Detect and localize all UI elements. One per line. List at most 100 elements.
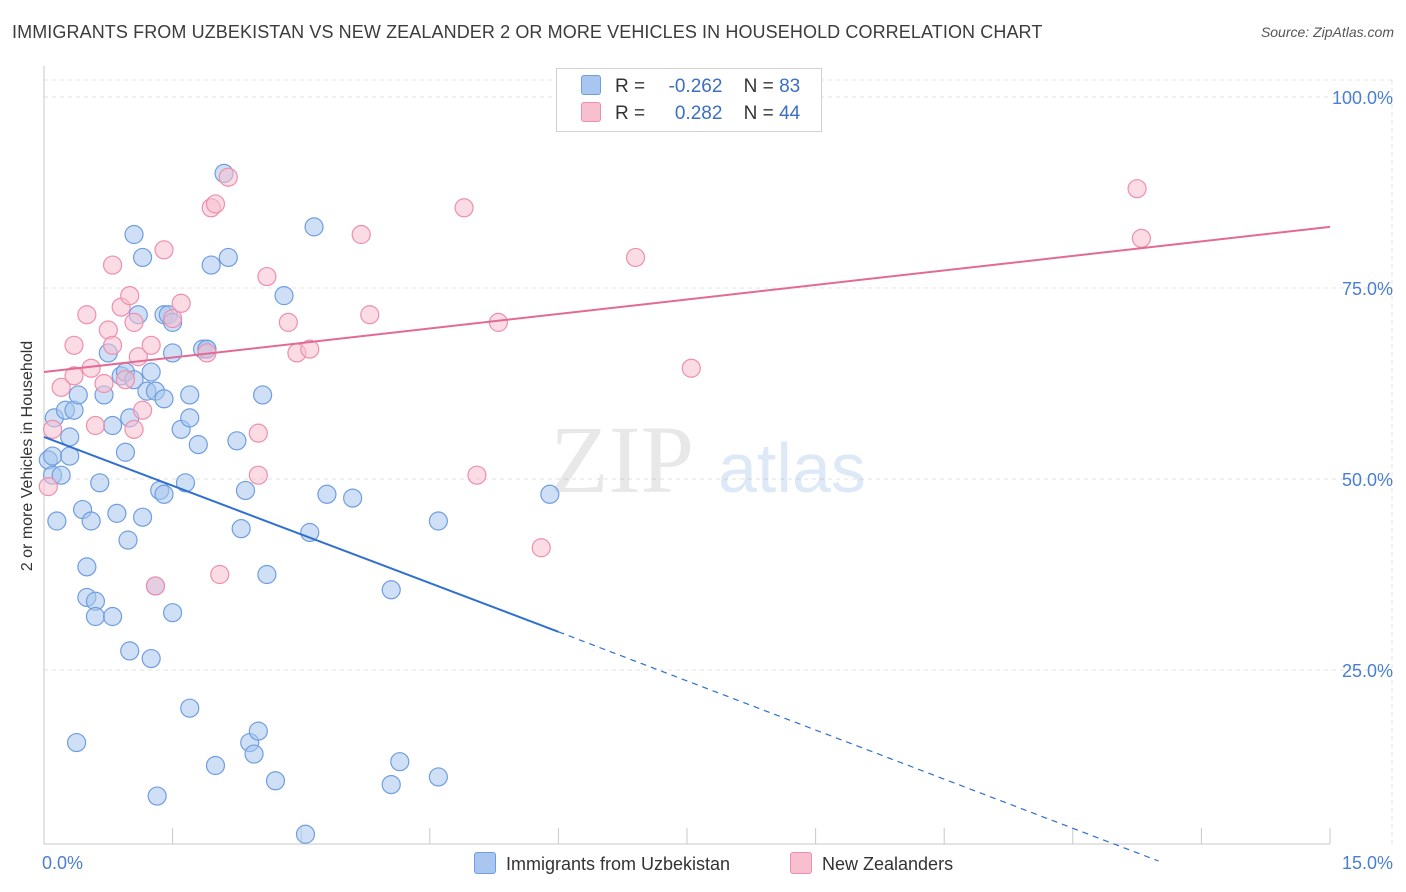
data-point-newzealand — [248, 465, 268, 485]
data-point-uzbekistan — [132, 507, 153, 527]
data-point-newzealand — [681, 358, 701, 378]
legend-swatch-blue — [581, 75, 601, 95]
data-point-uzbekistan — [118, 530, 138, 550]
data-point-uzbekistan — [154, 389, 174, 409]
data-point-newzealand — [531, 538, 551, 558]
data-point-uzbekistan — [51, 465, 71, 485]
legend-r-value: -0.262 — [668, 76, 723, 97]
data-point-newzealand — [42, 419, 63, 439]
data-point-newzealand — [218, 167, 238, 187]
data-point-uzbekistan — [107, 503, 127, 523]
legend-swatch-pink — [790, 852, 812, 874]
y-tick-label: 100.0% — [1332, 88, 1393, 108]
data-point-uzbekistan — [141, 648, 161, 669]
data-point-newzealand — [124, 419, 144, 439]
legend-swatch-pink — [581, 102, 601, 122]
data-point-uzbekistan — [257, 564, 277, 585]
watermark-atlas: atlas — [718, 429, 866, 507]
data-point-newzealand — [210, 564, 230, 585]
data-point-newzealand — [38, 477, 58, 497]
y-tick-label: 75.0% — [1342, 279, 1393, 299]
legend-n-value: 44 — [779, 103, 801, 124]
data-point-uzbekistan — [66, 732, 87, 753]
data-point-uzbekistan — [124, 224, 144, 245]
y-tick-label: 50.0% — [1342, 470, 1393, 490]
watermark: ZIP atlas — [550, 406, 866, 513]
series-newzealand-points — [38, 167, 1151, 596]
data-point-uzbekistan — [163, 603, 183, 623]
data-point-uzbekistan — [102, 415, 123, 436]
trend-line-uzbekistan — [43, 436, 559, 633]
y-tick-label: 25.0% — [1342, 661, 1393, 681]
data-point-newzealand — [205, 194, 226, 214]
data-point-uzbekistan — [180, 408, 200, 428]
data-point-newzealand — [163, 308, 183, 329]
data-point-newzealand — [300, 339, 320, 359]
data-point-newzealand — [1127, 179, 1147, 199]
data-point-newzealand — [360, 305, 380, 325]
data-point-newzealand — [102, 335, 123, 355]
trend-lines — [43, 225, 1331, 862]
data-point-uzbekistan — [304, 217, 324, 237]
data-point-uzbekistan — [300, 522, 320, 543]
data-point-newzealand — [64, 366, 84, 386]
data-point-uzbekistan — [175, 473, 196, 493]
data-point-newzealand — [132, 400, 153, 420]
data-point-uzbekistan — [235, 480, 256, 501]
data-point-newzealand — [85, 415, 106, 436]
data-point-uzbekistan — [47, 511, 67, 531]
tick-labels: 25.0% 50.0% 75.0% 100.0% 0.0% 15.0% — [42, 88, 1393, 873]
data-point-newzealand — [51, 377, 71, 397]
data-point-uzbekistan — [381, 774, 401, 795]
data-point-uzbekistan — [81, 511, 101, 531]
data-point-uzbekistan — [274, 286, 294, 306]
source-label: Source: ZipAtlas.com — [1260, 24, 1394, 40]
data-point-uzbekistan — [227, 431, 247, 451]
data-point-newzealand — [154, 240, 174, 260]
data-point-uzbekistan — [317, 484, 337, 504]
data-point-newzealand — [102, 255, 123, 275]
legend-r-label: R = — [615, 103, 646, 124]
data-point-newzealand — [171, 293, 191, 313]
chart-title: IMMIGRANTS FROM UZBEKISTAN VS NEW ZEALAN… — [12, 22, 1043, 42]
data-point-uzbekistan — [381, 580, 401, 600]
data-point-newzealand — [351, 224, 371, 245]
x-tick-label: 0.0% — [42, 853, 83, 873]
data-point-uzbekistan — [132, 247, 153, 268]
data-point-newzealand — [248, 423, 268, 443]
data-point-newzealand — [145, 576, 166, 596]
legend-label-uzbekistan: Immigrants from Uzbekistan — [506, 854, 731, 874]
data-point-newzealand — [1131, 228, 1151, 248]
trend-line-newzealand — [43, 225, 1331, 374]
data-point-newzealand — [124, 312, 144, 332]
data-point-newzealand — [94, 373, 114, 394]
data-point-newzealand — [120, 286, 140, 306]
data-point-uzbekistan — [244, 744, 264, 764]
data-point-uzbekistan — [540, 484, 560, 504]
data-point-uzbekistan — [201, 255, 221, 275]
data-point-newzealand — [115, 370, 136, 390]
legend-r-label: R = — [615, 76, 646, 97]
legend-swatch-blue — [474, 852, 496, 874]
data-point-newzealand — [625, 247, 646, 268]
data-point-newzealand — [278, 312, 298, 332]
data-point-uzbekistan — [147, 786, 167, 806]
legend-n-label: N = — [743, 103, 774, 124]
legend-r-value: 0.282 — [674, 103, 723, 124]
legend-n-label: N = — [743, 76, 774, 97]
correlation-legend: R = -0.262 N = 83 R = 0.282 N = 44 — [556, 68, 822, 132]
x-tick-label: 15.0% — [1342, 853, 1393, 873]
data-point-uzbekistan — [390, 752, 410, 772]
data-point-uzbekistan — [265, 771, 286, 791]
data-point-uzbekistan — [248, 721, 268, 741]
data-point-uzbekistan — [180, 385, 200, 405]
trend-line-uzbekistan-extension — [558, 631, 1159, 862]
data-point-uzbekistan — [120, 641, 140, 661]
data-point-uzbekistan — [205, 755, 226, 776]
y-axis-label: 2 or more Vehicles in Household — [19, 340, 36, 572]
data-point-uzbekistan — [253, 385, 273, 405]
legend-row-newzealand: R = 0.282 N = 44 — [581, 102, 800, 126]
data-point-uzbekistan — [231, 519, 251, 539]
data-point-newzealand — [141, 335, 161, 355]
data-point-uzbekistan — [295, 824, 316, 844]
